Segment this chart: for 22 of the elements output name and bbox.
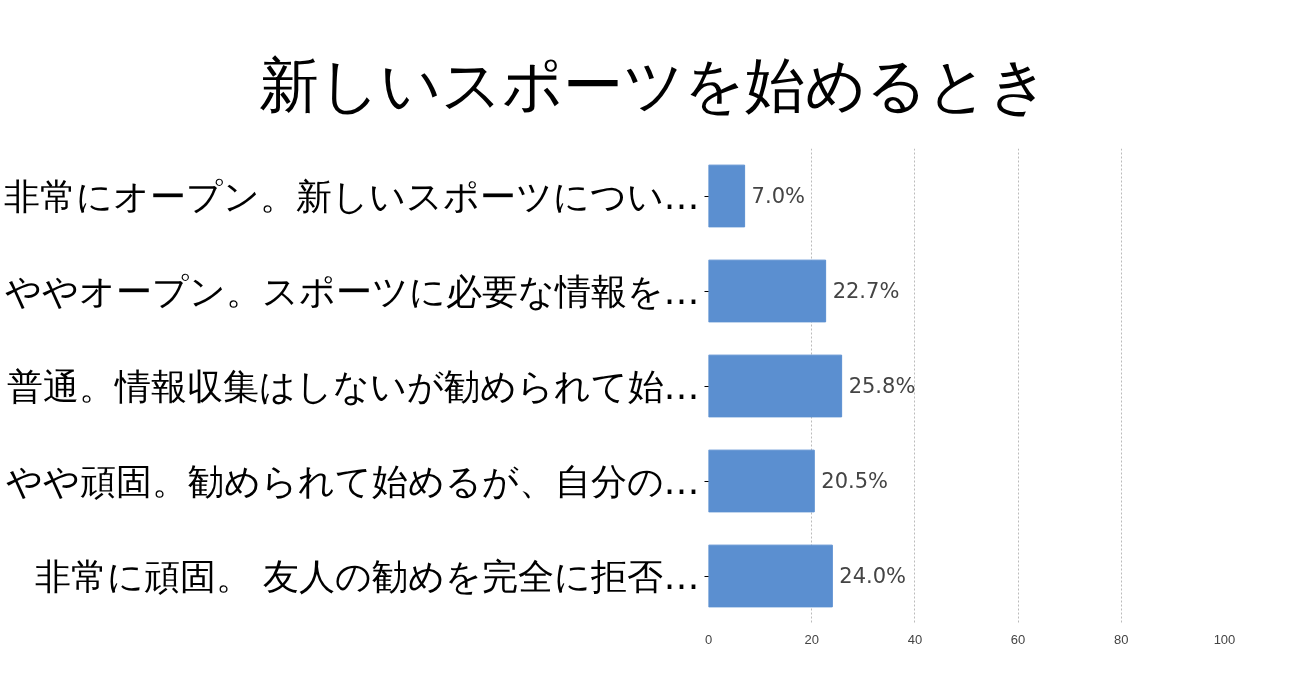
bar [708, 354, 843, 418]
bar [708, 449, 815, 513]
y-tick-label: 非常に頑固。 友人の勧めを完全に拒否… [35, 555, 700, 597]
x-tick-label: 60 [1010, 631, 1026, 647]
x-tick-label: 80 [1114, 631, 1129, 647]
data-label: 7.0% [751, 184, 805, 208]
bar [708, 164, 746, 228]
chart-title: 新しいスポーツを始めるとき [258, 50, 1049, 120]
bar [708, 259, 827, 323]
data-label: 20.5% [821, 469, 888, 493]
x-tick-label: 0 [704, 631, 713, 647]
x-tick-label: 20 [804, 631, 819, 647]
y-tick-label: 普通。情報収集はしないが勧められて始… [6, 365, 700, 407]
data-label: 25.8% [848, 374, 916, 398]
data-label: 24.0% [839, 564, 907, 588]
y-tick-label: ややオープン。スポーツに必要な情報を… [4, 270, 700, 312]
bar [708, 544, 833, 608]
x-tick-label: 100 [1213, 631, 1236, 647]
x-tick-label: 40 [907, 631, 923, 647]
y-tick-label: やや頑固。勧められて始めるが、自分の… [5, 460, 700, 502]
y-tick-label: 非常にオープン。新しいスポーツについ… [3, 175, 700, 217]
data-label: 22.7% [832, 279, 900, 303]
